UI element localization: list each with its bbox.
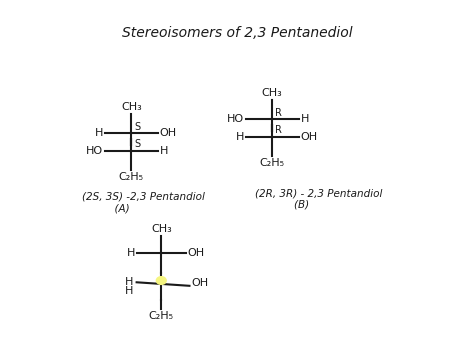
Text: OH: OH <box>301 132 318 142</box>
Text: (2R, 3R) - 2,3 Pentandiol
            (B): (2R, 3R) - 2,3 Pentandiol (B) <box>255 188 382 210</box>
Text: H: H <box>301 114 309 124</box>
Text: H: H <box>236 132 244 142</box>
Text: (2S, 3S) -2,3 Pentandiol
          (A): (2S, 3S) -2,3 Pentandiol (A) <box>82 192 205 213</box>
Ellipse shape <box>156 277 166 284</box>
Text: H: H <box>160 146 168 156</box>
Text: CH₃: CH₃ <box>121 102 142 112</box>
Text: R: R <box>275 108 282 118</box>
Text: H: H <box>125 277 133 286</box>
Text: S: S <box>134 139 140 149</box>
Text: C₂H₅: C₂H₅ <box>260 158 285 168</box>
Text: OH: OH <box>160 129 177 138</box>
Text: C₂H₅: C₂H₅ <box>149 311 174 321</box>
Text: CH₃: CH₃ <box>151 224 172 234</box>
Text: H: H <box>125 286 133 296</box>
Text: H: H <box>127 248 135 258</box>
Text: HO: HO <box>86 146 103 156</box>
Text: HO: HO <box>227 114 244 124</box>
Text: OH: OH <box>188 248 205 258</box>
Text: C₂H₅: C₂H₅ <box>119 172 144 182</box>
Text: H: H <box>95 129 103 138</box>
Text: R: R <box>275 125 282 135</box>
Text: OH: OH <box>191 278 209 288</box>
Text: Stereoisomers of 2,3 Pentanediol: Stereoisomers of 2,3 Pentanediol <box>122 26 352 40</box>
Text: S: S <box>134 122 140 132</box>
Text: CH₃: CH₃ <box>262 88 283 98</box>
